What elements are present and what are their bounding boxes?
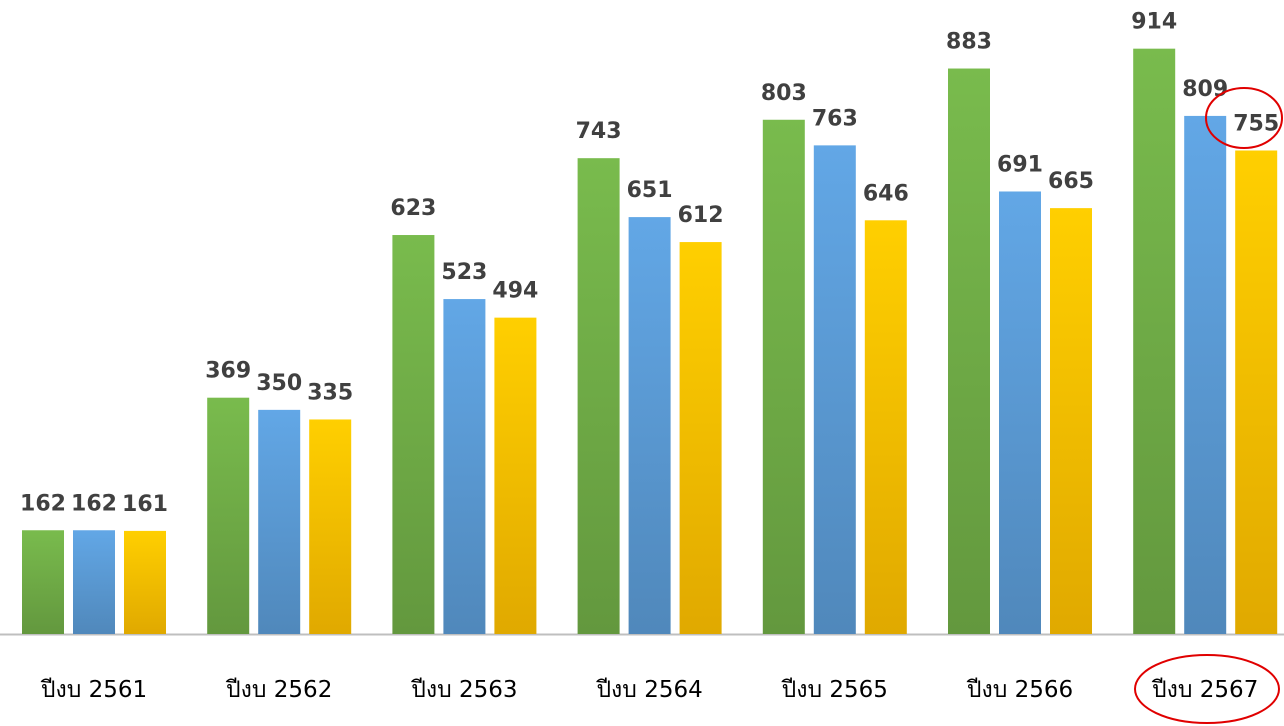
value-label: 646 [863,181,909,206]
value-label: 651 [627,178,673,203]
value-label: 612 [678,203,724,228]
value-label: 335 [307,380,353,405]
bar [813,145,856,635]
value-label: 665 [1048,169,1094,194]
value-label: 743 [576,119,622,144]
highlight-circle [1205,87,1283,149]
value-label: 809 [1182,77,1228,102]
value-label: 623 [390,196,436,221]
bar [628,217,671,634]
value-label: 369 [205,359,251,384]
bar [207,397,250,634]
bar [1050,208,1092,634]
bar [494,317,537,634]
value-label: 162 [20,491,66,516]
bar [577,158,620,634]
x-tick-label: ปีงบ 2564 [596,677,703,703]
value-label: 162 [71,491,117,516]
bar [864,220,907,634]
x-tick-label: ปีงบ 2561 [40,677,147,703]
value-label: 523 [441,260,487,285]
bar [1133,48,1176,634]
x-tick-label: ปีงบ 2563 [411,677,518,703]
bar [22,530,64,634]
value-label: 803 [761,81,807,106]
bar [443,299,486,634]
bar [1235,150,1278,635]
value-label: 161 [122,492,168,517]
bar [73,530,115,634]
value-label: 763 [812,106,858,131]
value-label: 914 [1131,10,1177,35]
x-tick-label: ปีงบ 2565 [781,677,888,703]
highlight-circle [1134,654,1280,724]
value-label: 691 [997,152,1043,177]
value-label: 755 [1233,111,1279,136]
bar [948,68,990,634]
value-label: 350 [256,371,302,396]
bar [392,235,435,634]
x-tick-label: ปีงบ 2567 [1151,677,1258,703]
bar [1184,115,1227,634]
bar [762,119,805,634]
x-tick-label: ปีงบ 2566 [966,677,1073,703]
bar [679,242,722,634]
bar [258,409,301,634]
x-tick-label: ปีงบ 2562 [225,677,332,703]
value-label: 494 [492,279,538,304]
value-label: 883 [946,30,992,55]
bar [999,191,1041,634]
bar [309,419,352,634]
bar [124,530,166,634]
